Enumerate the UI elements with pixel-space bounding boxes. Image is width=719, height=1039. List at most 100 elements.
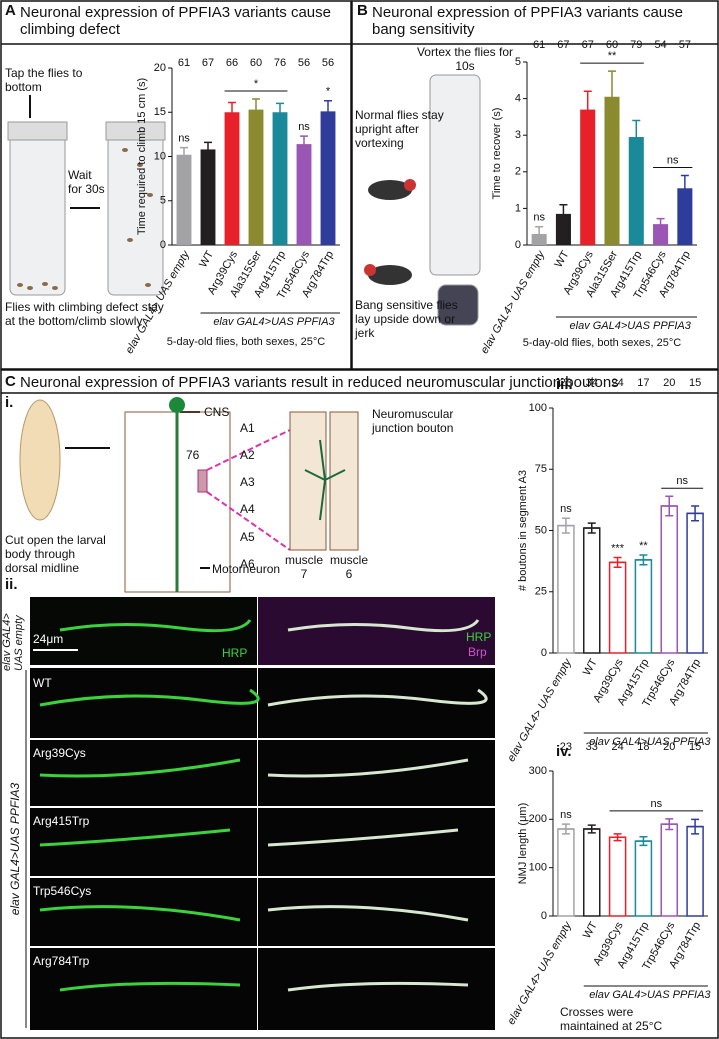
n-label: 67: [582, 39, 594, 51]
bar: [557, 828, 575, 917]
error-bar: [180, 146, 188, 162]
y-tick-label: 10: [154, 150, 166, 162]
error-bar: [557, 517, 574, 534]
subpanel-label: ii.: [5, 576, 18, 593]
y-tick-label: 5: [160, 195, 166, 207]
panel-label: C: [5, 373, 16, 390]
diagram-label: muscle 6: [329, 553, 368, 581]
error-bar: [276, 102, 284, 122]
stain-label: Brp: [468, 645, 487, 659]
error-bar: [608, 70, 616, 123]
bar: [628, 137, 644, 245]
y-tick-label: 0: [160, 239, 166, 251]
error-bar: [535, 225, 544, 242]
segment-label: A1: [240, 421, 255, 435]
fly-drawings: [364, 179, 416, 285]
error-bar: [204, 141, 212, 157]
y-tick-label: 20: [154, 62, 166, 74]
scale-label: 24μm: [33, 632, 64, 646]
y-axis-label: Time required to climb 15 cm (s): [136, 78, 148, 235]
bar: [604, 96, 620, 246]
diagram-label: CNS: [204, 405, 230, 419]
n-label: 76: [274, 57, 286, 69]
bar: [176, 154, 192, 245]
row-label: Arg415Trp: [33, 814, 90, 828]
significance-label: **: [639, 540, 648, 552]
bar: [660, 505, 679, 654]
panel-label: B: [357, 2, 368, 19]
n-label: 67: [557, 39, 569, 51]
bar: [686, 512, 704, 654]
significance-label: ***: [611, 542, 625, 554]
bar: [320, 111, 336, 246]
n-label: 57: [679, 39, 691, 51]
bracket-label: ns: [667, 154, 679, 166]
y-tick-label: 3: [515, 129, 521, 141]
n-label: 56: [322, 57, 334, 69]
group-label: elav GAL4>UAS PPFIA3: [589, 736, 711, 748]
n-label: 24: [611, 377, 623, 389]
step-text: Tap the flies to bottom: [5, 66, 83, 94]
n-label: 33: [586, 741, 598, 753]
n-label: 15: [689, 377, 701, 389]
n-label: 61: [533, 39, 545, 51]
bar: [634, 840, 653, 917]
n-label: 23: [560, 741, 572, 753]
error-bar: [635, 835, 652, 847]
error-bar: [687, 505, 704, 522]
significance-label: ns: [298, 121, 310, 133]
diagram-label: Cut open the larval body through dorsal …: [5, 533, 106, 575]
bar: [608, 836, 627, 917]
y-tick-label: 0: [541, 647, 547, 659]
n-label: 61: [178, 57, 190, 69]
n-label: 34: [586, 377, 598, 389]
bar: [272, 112, 288, 245]
n-label: 60: [250, 57, 262, 69]
segment-label: A5: [240, 530, 255, 544]
error-bar: [609, 833, 626, 842]
y-tick-label: 200: [529, 813, 547, 825]
error-bar: [252, 98, 260, 121]
n-label: 66: [226, 57, 238, 69]
bar: [557, 524, 575, 654]
n-label: 18: [637, 741, 649, 753]
bar: [608, 561, 627, 654]
bar: [224, 112, 240, 245]
error-bar: [635, 554, 652, 566]
chart-note: 5-day-old flies, both sexes, 25°C: [523, 337, 682, 349]
n-label: 23: [560, 377, 572, 389]
bar: [580, 109, 596, 245]
error-bar: [583, 824, 600, 834]
error-bar: [559, 203, 568, 224]
diagram-label: Neuromuscular junction bouton: [372, 407, 454, 435]
bracket-label: *: [254, 78, 259, 90]
bracket-label: **: [608, 50, 617, 62]
microscopy: [25, 597, 495, 1030]
bracket-label: ns: [676, 475, 688, 487]
vials: [7, 74, 481, 326]
row-label: Trp546Cys: [33, 884, 92, 898]
error-bar: [583, 522, 600, 534]
subpanel-label: i.: [5, 394, 14, 411]
segment-label: A2: [240, 448, 255, 462]
y-tick-label: 0: [515, 239, 521, 251]
step-text: Bang sensitive flies lay upside down or …: [355, 298, 458, 340]
stain-label: HRP: [466, 630, 492, 644]
n-label: 79: [630, 39, 642, 51]
error-bar: [687, 818, 704, 835]
group-label: elav GAL4>UAS PPFIA3: [570, 320, 692, 332]
y-tick-label: 1: [515, 202, 521, 214]
row-label: Arg39Cys: [33, 746, 86, 760]
larva-diagram: [19, 397, 359, 593]
n-label: 15: [689, 741, 701, 753]
x-tick-label: WT: [581, 920, 600, 941]
n-label: 17: [637, 377, 649, 389]
group-label: elav GAL4>UAS PPFIA3: [589, 989, 711, 1001]
bar: [248, 109, 264, 245]
error-bar: [632, 119, 641, 154]
group-label: elav GAL4>UAS PPFIA3: [8, 782, 22, 916]
stain-label: HRP: [222, 646, 248, 660]
subpanel-label: iv.: [556, 743, 572, 760]
